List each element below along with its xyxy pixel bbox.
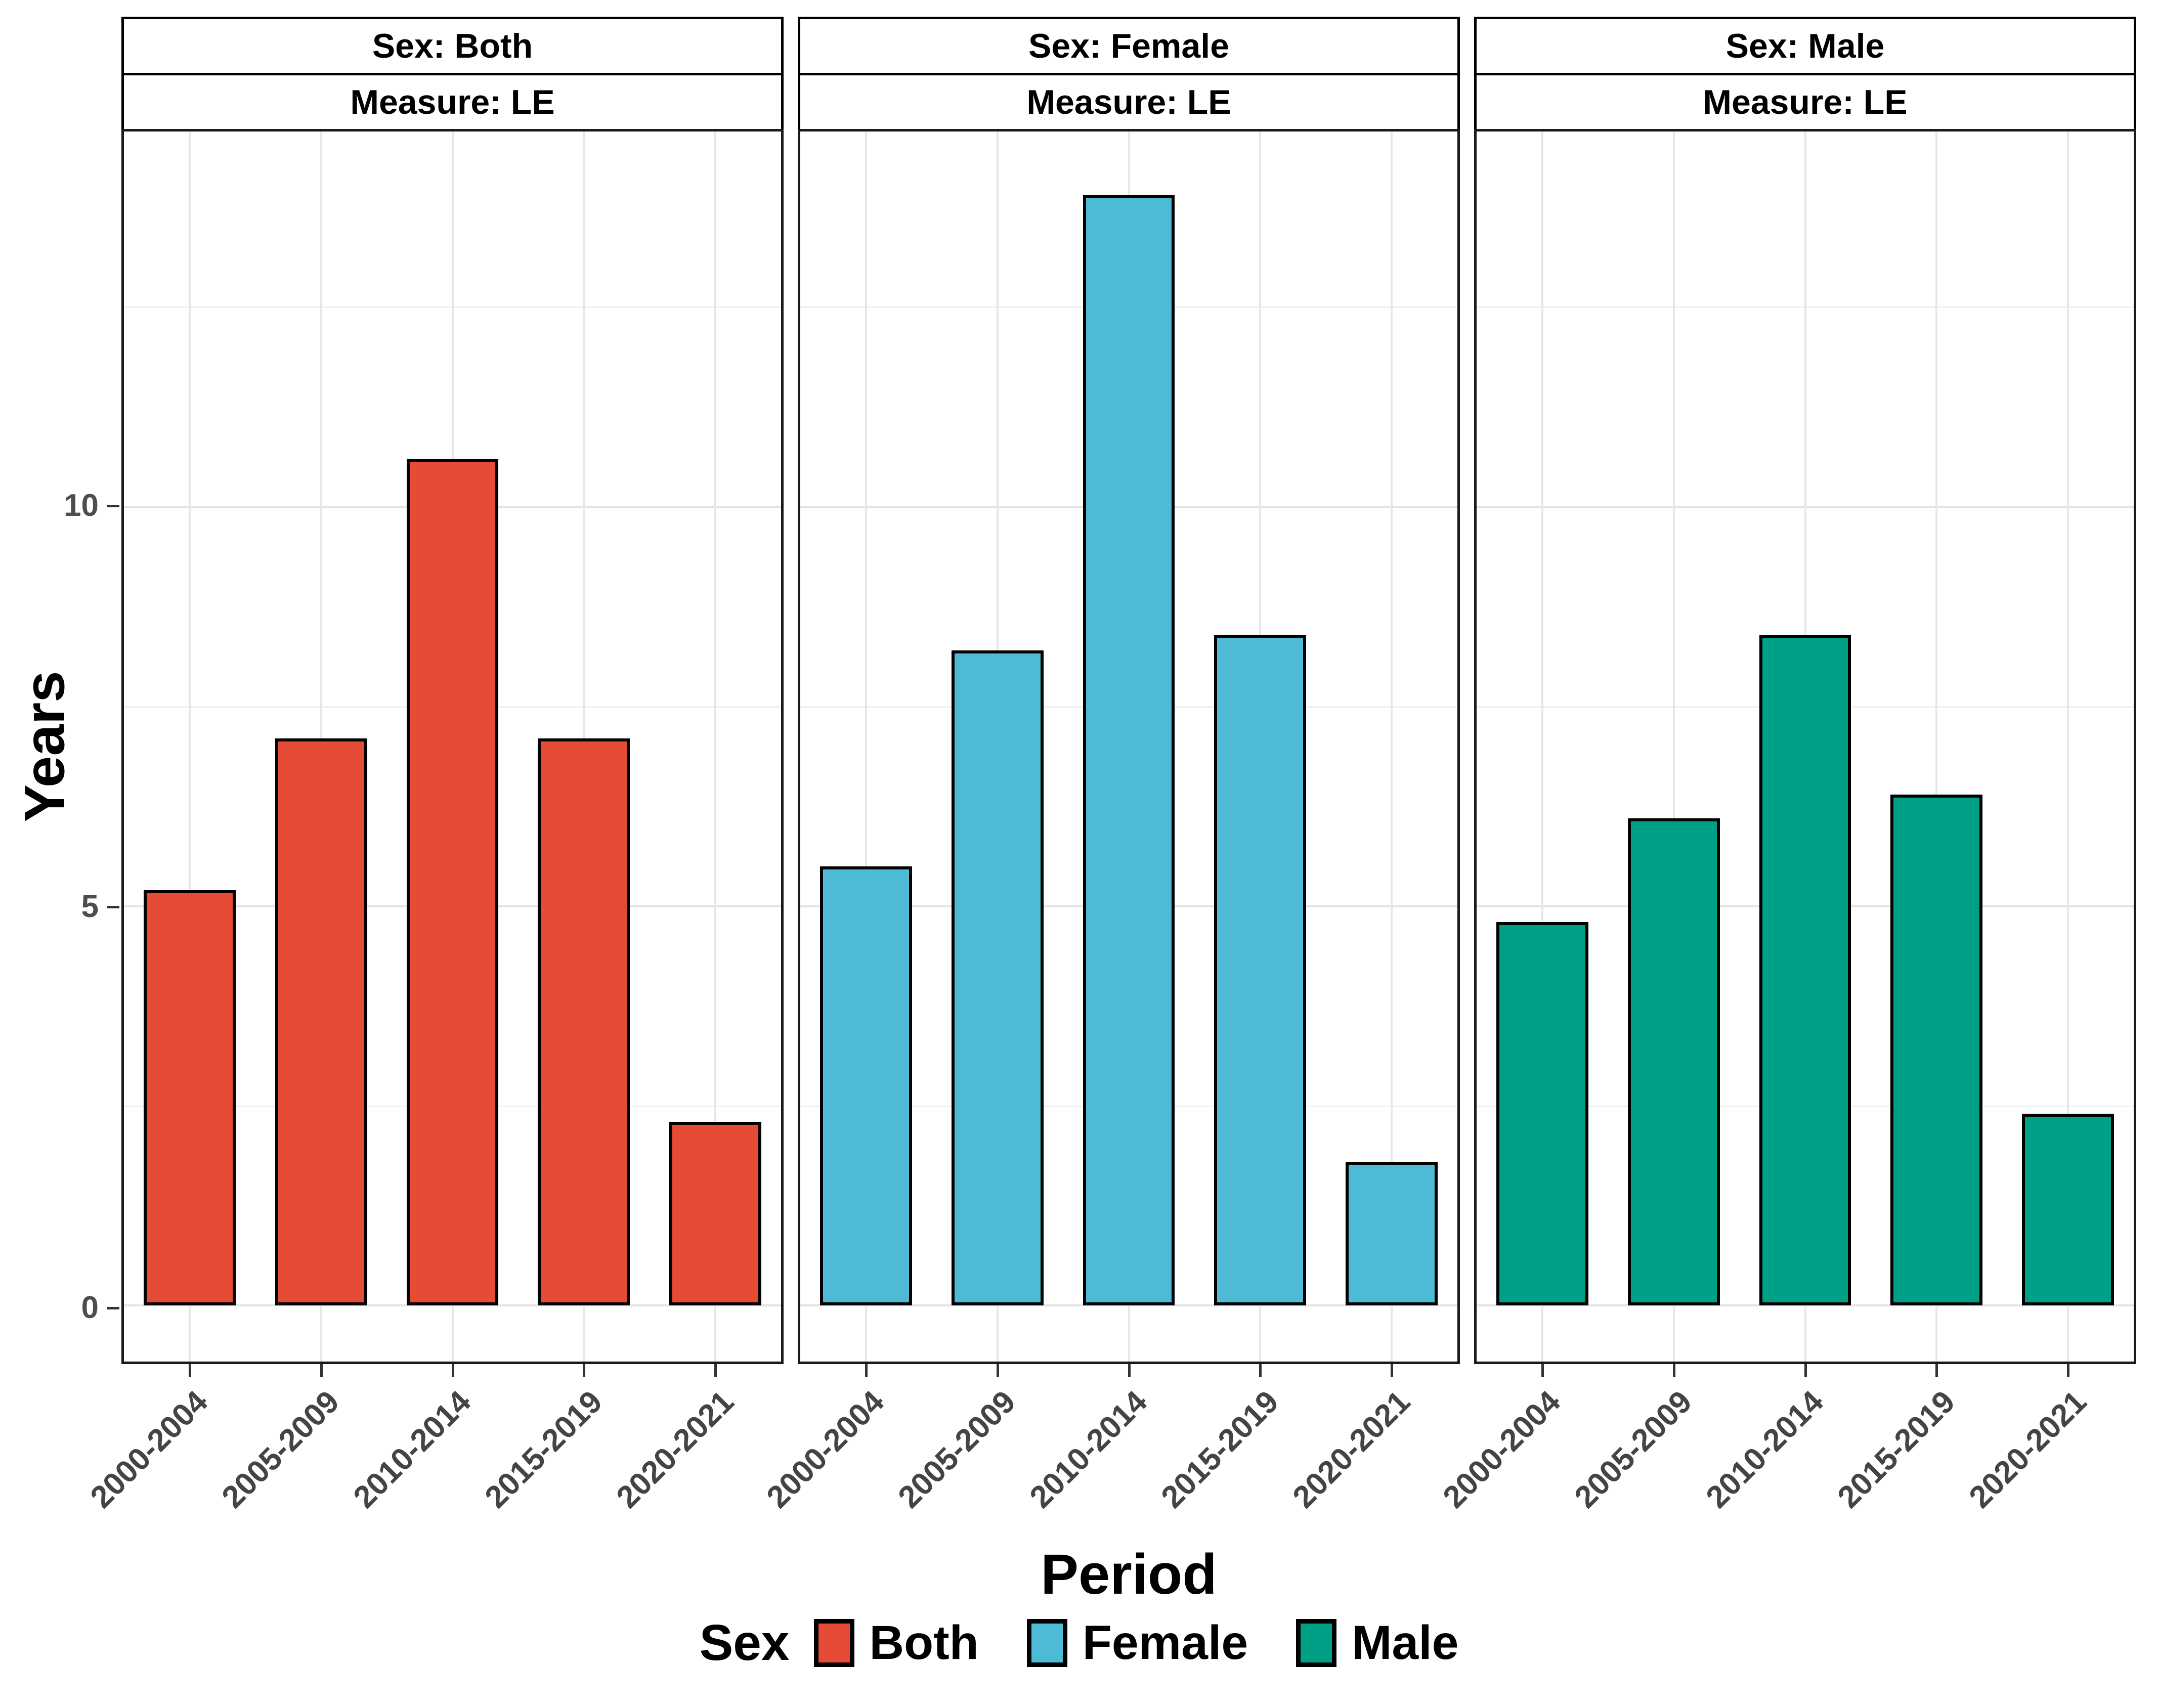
gridline-major xyxy=(1477,506,2134,508)
bar-2000-2004 xyxy=(143,890,236,1306)
facet-strip-sex: Sex: Female xyxy=(798,17,1460,75)
plot-panel: 2000-2004 2005-2009 2010-2014 2015-2019 2020… xyxy=(760,129,1460,1515)
legend-label: Male xyxy=(1352,1615,1459,1670)
bar-2010-2014 xyxy=(1759,634,1851,1306)
x-tick-label: 2005-2009 xyxy=(891,1384,1023,1515)
x-tick-label: 2005-2009 xyxy=(215,1384,347,1515)
y-tick-mark xyxy=(107,906,119,909)
gridline-minor xyxy=(124,306,781,309)
y-tick-mark xyxy=(107,505,119,508)
x-axis-title: Period xyxy=(1041,1543,1217,1606)
bar-2005-2009 xyxy=(951,650,1044,1306)
x-tick-label: 2020-2021 xyxy=(1962,1384,2093,1515)
legend: Sex Both Female Male xyxy=(0,1612,2158,1673)
x-tick-mark xyxy=(1259,1364,1262,1377)
x-tick-label: 2020-2021 xyxy=(1286,1384,1417,1515)
x-tick-label: 2000-2004 xyxy=(1436,1384,1568,1515)
facet-strip-measure: Measure: LE xyxy=(121,73,784,132)
bar-2015-2019 xyxy=(538,738,630,1306)
facet-female: Sex: Female Measure: LE 2000-2004 2005-2009… xyxy=(760,17,1460,1515)
bar-2020-2021 xyxy=(1346,1162,1438,1306)
x-tick-mark xyxy=(1391,1364,1394,1377)
x-tick-mark xyxy=(320,1364,323,1377)
bar-2015-2019 xyxy=(1890,794,1983,1306)
x-tick-mark xyxy=(1128,1364,1131,1377)
bar-2005-2009 xyxy=(275,738,367,1306)
x-tick-mark xyxy=(996,1364,999,1377)
legend-swatch-both xyxy=(813,1618,854,1667)
plot-panel: 2000-2004 2005-2009 2010-2014 2015-2019 2020… xyxy=(84,129,784,1515)
x-tick-mark xyxy=(865,1364,868,1377)
legend-title: Sex xyxy=(699,1614,790,1671)
legend-label: Both xyxy=(869,1615,979,1670)
legend-swatch-female xyxy=(1026,1618,1067,1667)
bar-2020-2021 xyxy=(2022,1114,2114,1306)
gridline-minor xyxy=(1477,306,2134,309)
legend-swatch-male xyxy=(1296,1618,1337,1667)
x-tick-mark xyxy=(451,1364,454,1377)
y-tick-label: 10 xyxy=(64,488,99,523)
x-tick-label: 2010-2014 xyxy=(1699,1384,1830,1515)
facet-strip-sex: Sex: Male xyxy=(1474,17,2136,75)
legend-keys: Both Female Male xyxy=(813,1615,1458,1671)
x-tick-mark xyxy=(188,1364,191,1377)
y-tick-mark xyxy=(107,1307,119,1309)
x-tick-mark xyxy=(1672,1364,1675,1377)
bar-2005-2009 xyxy=(1627,818,1720,1306)
x-tick-mark xyxy=(2067,1364,2070,1377)
legend-key-both: Both xyxy=(813,1615,979,1671)
x-tick-mark xyxy=(1804,1364,1807,1377)
bar-2010-2014 xyxy=(1083,195,1175,1306)
bar-2010-2014 xyxy=(406,459,499,1306)
facet-both: Sex: Both Measure: LE 2000-2004 2005-2009 20… xyxy=(84,17,784,1515)
bar-2020-2021 xyxy=(669,1122,762,1306)
y-tick-label: 0 xyxy=(81,1290,99,1325)
x-tick-mark xyxy=(1541,1364,1544,1377)
x-tick-label: 2015-2019 xyxy=(1831,1384,1962,1515)
x-tick-label: 2005-2009 xyxy=(1568,1384,1699,1515)
facet-male: Sex: Male Measure: LE 2000-2004 2005-2009 20… xyxy=(1437,17,2136,1515)
x-tick-mark xyxy=(1935,1364,1938,1377)
x-tick-label: 2010-2014 xyxy=(347,1384,478,1515)
x-tick-label: 2020-2021 xyxy=(610,1384,741,1515)
plot-panel: 2000-2004 2005-2009 2010-2014 2015-2019 2020… xyxy=(1437,129,2136,1515)
facet-strip-measure: Measure: LE xyxy=(798,73,1460,132)
legend-key-female: Female xyxy=(1026,1615,1248,1671)
bar-2015-2019 xyxy=(1214,634,1307,1306)
x-tick-label: 2010-2014 xyxy=(1023,1384,1154,1515)
x-tick-label: 2000-2004 xyxy=(83,1384,215,1515)
x-tick-label: 2000-2004 xyxy=(760,1384,891,1515)
y-tick-label: 5 xyxy=(81,889,99,925)
legend-label: Female xyxy=(1082,1615,1248,1670)
x-tick-mark xyxy=(583,1364,586,1377)
x-tick-label: 2015-2019 xyxy=(478,1384,609,1515)
facet-strip-sex: Sex: Both xyxy=(121,17,784,75)
facet-strip-measure: Measure: LE xyxy=(1474,73,2136,132)
x-tick-label: 2015-2019 xyxy=(1154,1384,1285,1515)
bar-2000-2004 xyxy=(819,866,912,1306)
x-tick-mark xyxy=(714,1364,717,1377)
legend-key-male: Male xyxy=(1296,1615,1458,1671)
y-axis: 0 5 10 xyxy=(0,129,121,1364)
bar-2000-2004 xyxy=(1496,922,1588,1306)
